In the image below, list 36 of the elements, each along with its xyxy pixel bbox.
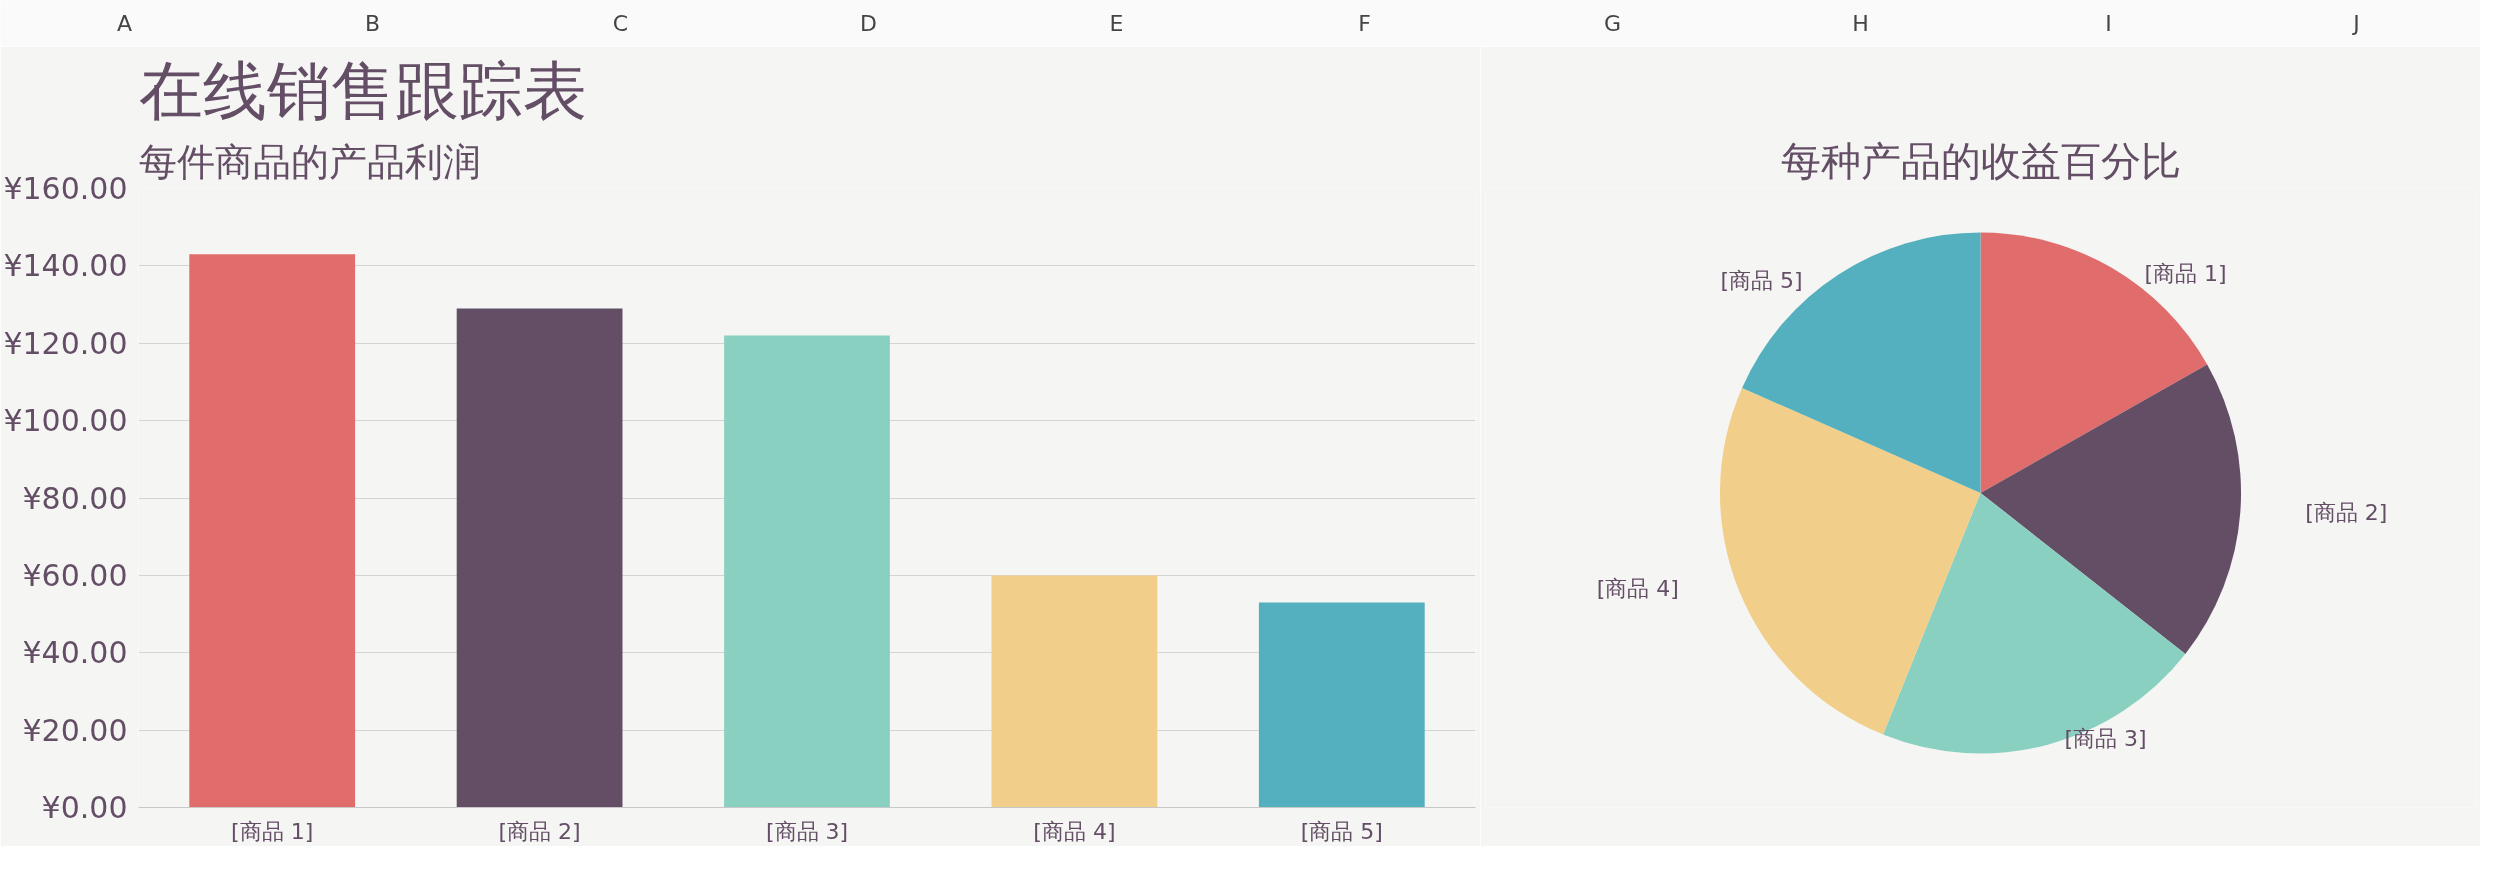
y-tick-label: ¥100.00 (3, 403, 128, 439)
text: D (860, 11, 877, 36)
y-tick-label: ¥60.00 (22, 557, 128, 593)
y-tick-label: ¥40.00 (22, 635, 128, 671)
y-tick-label: ¥0.00 (41, 790, 128, 825)
bar (456, 308, 623, 808)
bar (189, 254, 356, 808)
text: E (1109, 11, 1124, 36)
y-tick-label: ¥120.00 (3, 325, 128, 361)
y-tick-label: ¥80.00 (22, 480, 128, 516)
x-tick-label: [商品 2] (498, 818, 581, 844)
text: B (364, 11, 381, 36)
text: C (612, 11, 629, 36)
bar (1258, 602, 1425, 808)
chart-title: 每种产品的收益百分比 (1780, 137, 2181, 184)
text: J (2351, 11, 2360, 36)
bar (724, 335, 890, 808)
text: H (1852, 11, 1869, 36)
text: F (1358, 11, 1371, 36)
slice-label: [商品 5] (1720, 267, 1803, 293)
slice-label: [商品 2] (2305, 499, 2388, 525)
x-tick-label: [商品 3] (765, 818, 849, 844)
y-tick-label: ¥160.00 (3, 171, 128, 206)
slice-label: [商品 4] (1596, 576, 1679, 602)
text: I (2105, 11, 2112, 36)
x-tick-label: [商品 4] (1033, 818, 1116, 844)
x-tick-label: [商品 1] (231, 818, 314, 844)
text: A (116, 11, 133, 36)
chart-subtitle: 每件商品的产品利润 (138, 139, 481, 184)
slice-label: [商品 1] (2144, 261, 2227, 287)
text: G (1603, 11, 1622, 36)
y-tick-label: ¥140.00 (3, 248, 128, 284)
x-tick-label: [商品 5] (1300, 818, 1383, 844)
y-tick-label: ¥20.00 (22, 712, 128, 748)
bar (991, 575, 1158, 808)
chart-title: 在线销售跟踪表 (138, 53, 587, 128)
